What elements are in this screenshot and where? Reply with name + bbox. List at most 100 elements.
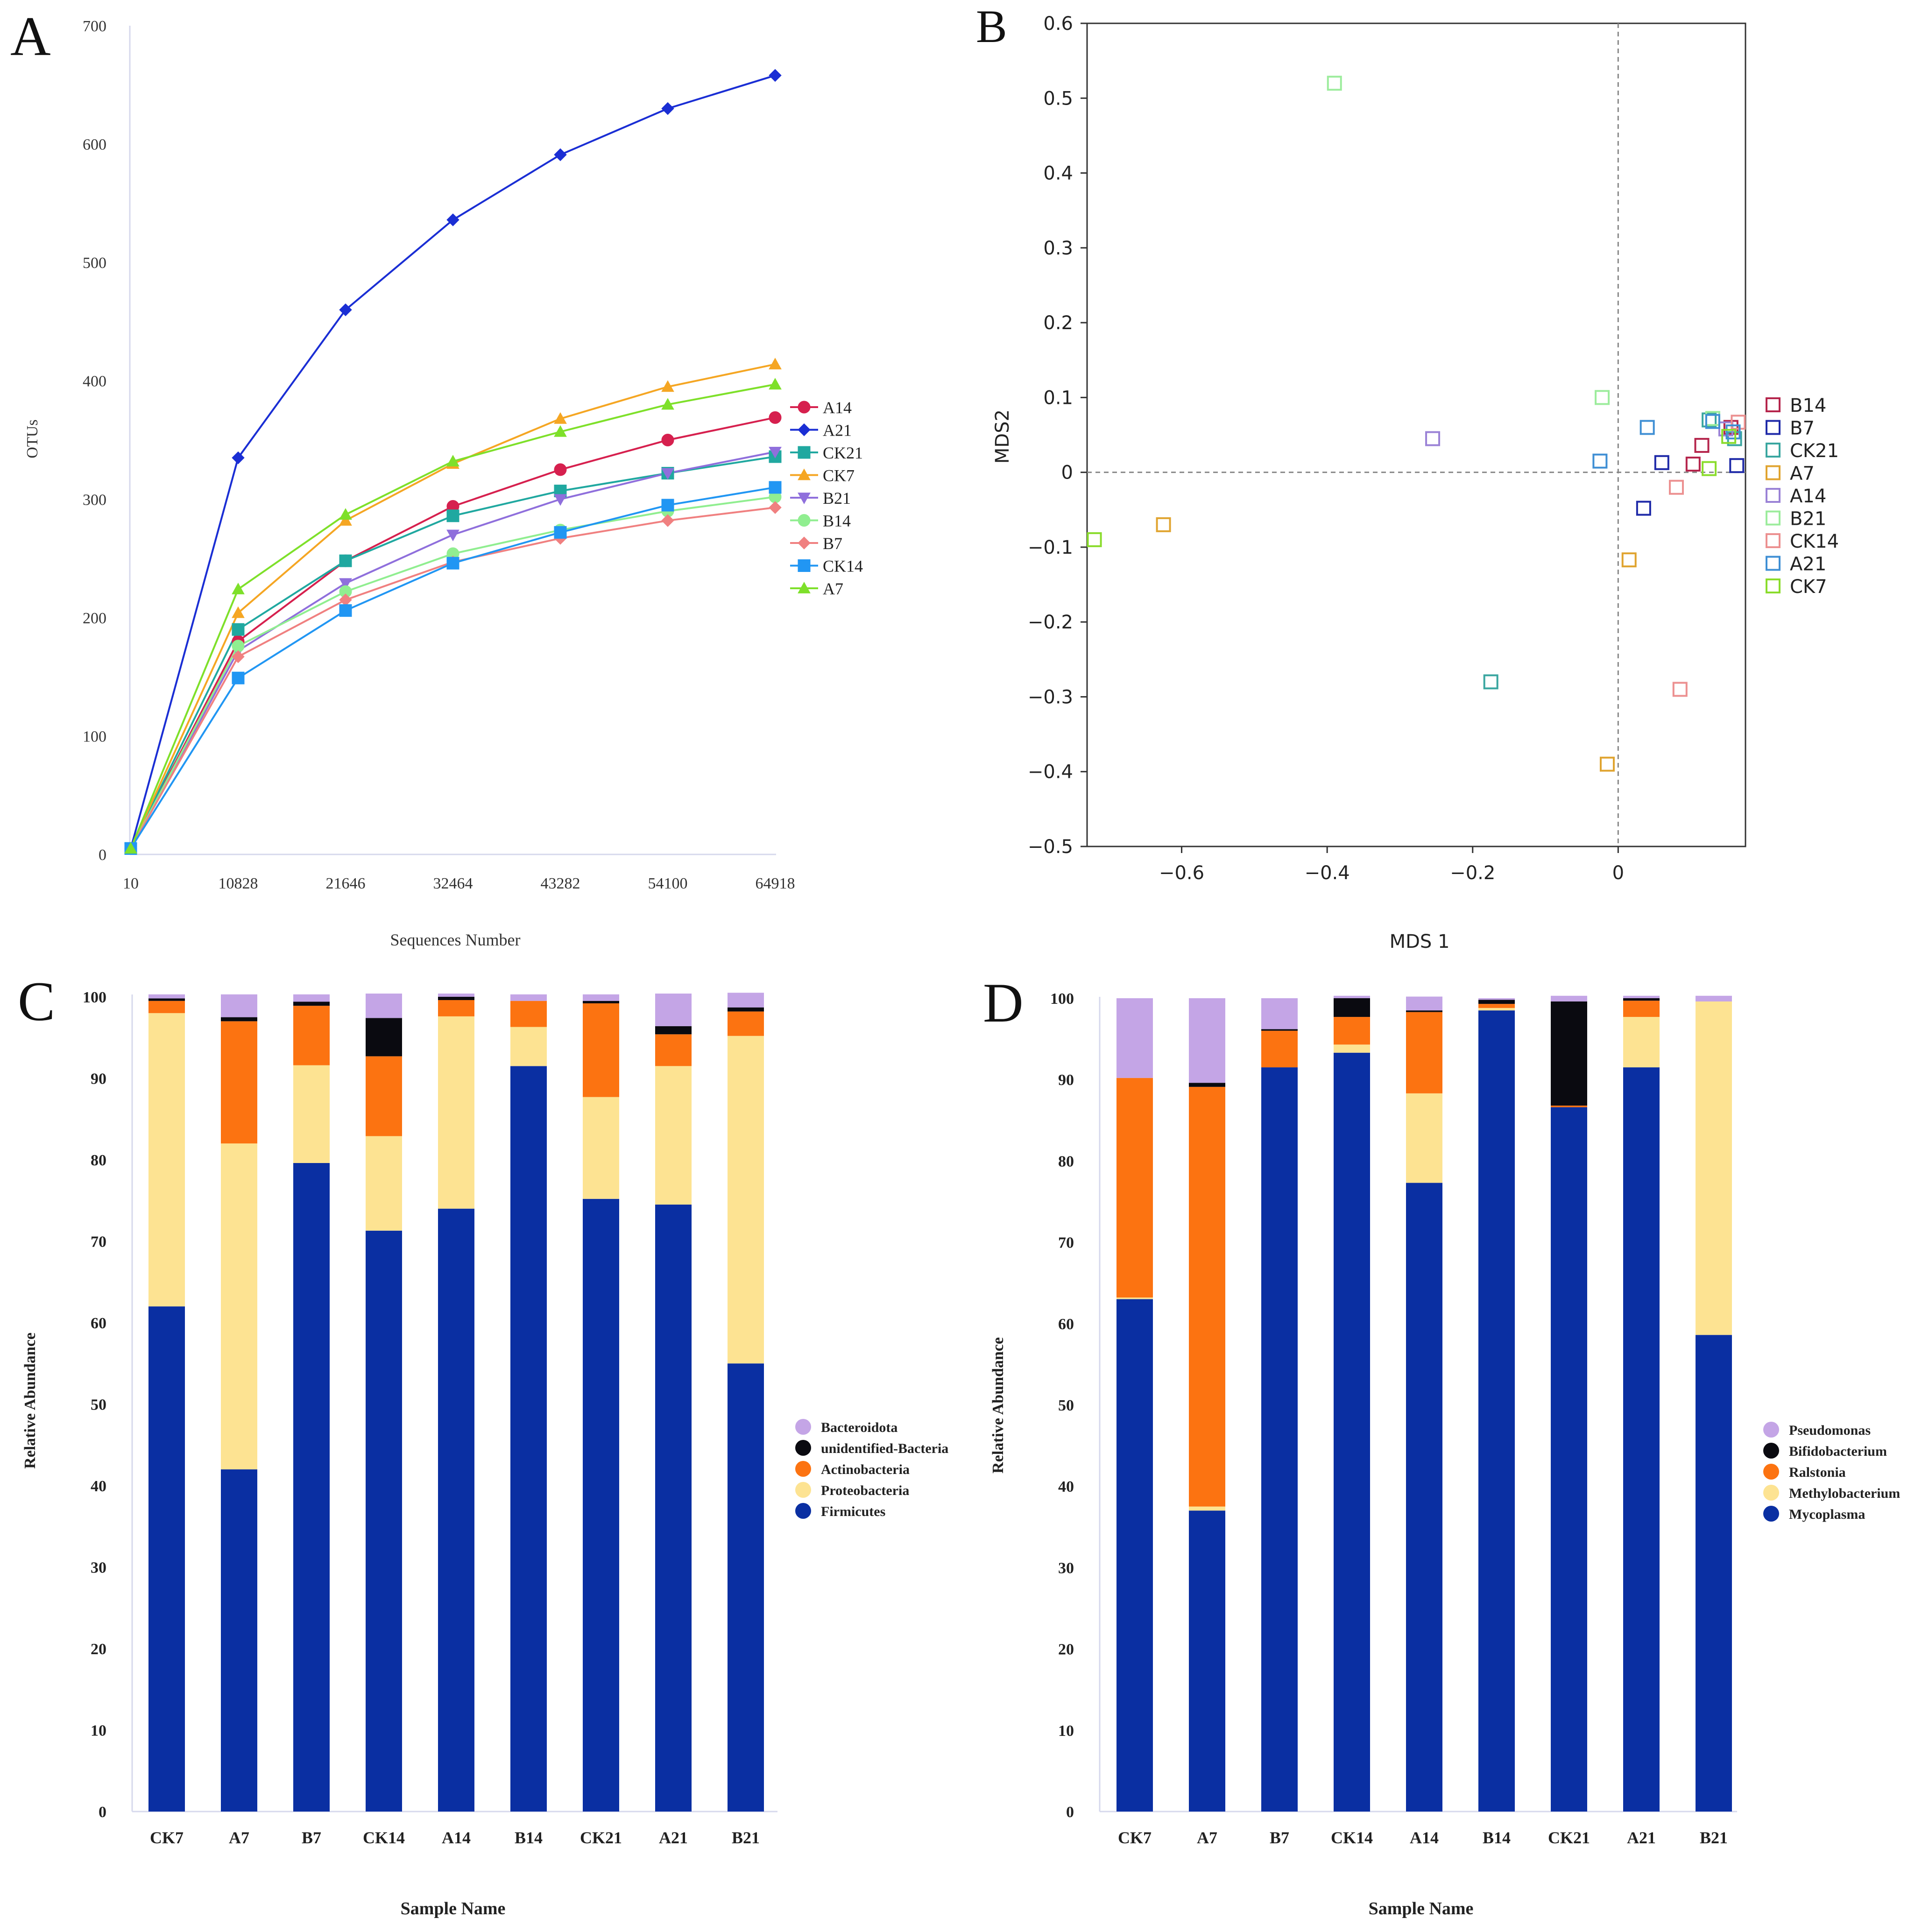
panel-b-y-tick-label: −0.5 bbox=[1028, 836, 1073, 858]
bar-segment-a21-unidentified-bacteria bbox=[655, 1026, 692, 1035]
bar-segment-a7-pseudomonas bbox=[1189, 998, 1225, 1083]
bar-segment-a7-actinobacteria bbox=[221, 1021, 257, 1144]
legend-marker-ralstonia bbox=[1763, 1464, 1779, 1480]
bar-segment-ck21-unidentified-bacteria bbox=[583, 1001, 619, 1003]
legend-label-methylobacterium: Methylobacterium bbox=[1789, 1486, 1900, 1501]
panel-a-x-tick-label: 64918 bbox=[756, 875, 795, 892]
panel-d-x-tick-label: CK14 bbox=[1331, 1828, 1373, 1847]
scatter-point-ck7 bbox=[1087, 532, 1102, 547]
legend-label-ralstonia: Ralstonia bbox=[1789, 1465, 1846, 1480]
bar-segment-b14-methylobacterium bbox=[1478, 1008, 1515, 1011]
panel-d-y-tick-label: 40 bbox=[1058, 1478, 1074, 1495]
legend-marker-a14 bbox=[1766, 488, 1781, 503]
legend-marker-b14 bbox=[1766, 397, 1781, 412]
bar-segment-ck7-methylobacterium bbox=[1116, 1297, 1153, 1299]
bar-segment-ck7-firmicutes bbox=[148, 1306, 185, 1812]
bar-segment-b14-firmicutes bbox=[510, 1066, 547, 1812]
legend-marker-methylobacterium bbox=[1763, 1485, 1779, 1501]
legend-label-a7: A7 bbox=[1790, 463, 1815, 485]
bar-segment-b21-pseudomonas bbox=[1696, 995, 1732, 1001]
bar-segment-ck14-ralstonia bbox=[1334, 1017, 1370, 1045]
panel-a-y-tick-label: 0 bbox=[99, 846, 106, 864]
panel-label-a: A bbox=[10, 5, 51, 67]
panel-d-y-tick-label: 90 bbox=[1058, 1072, 1074, 1089]
panel-c-y-tick-label: 60 bbox=[91, 1315, 106, 1332]
panel-a-x-tick-label: 21646 bbox=[326, 875, 366, 892]
scatter-point-ck14 bbox=[1668, 479, 1684, 495]
panel-b-y-tick-label: 0.2 bbox=[1043, 312, 1073, 334]
series-point-ck14 bbox=[339, 604, 352, 617]
series-point-a7 bbox=[232, 582, 245, 594]
bar-segment-b7-bacteroidota bbox=[293, 994, 330, 1002]
bar-segment-ck14-actinobacteria bbox=[366, 1056, 402, 1136]
panel-a-rarefaction-chart: 0 100 200 300 400 500 600 700 10 10828 21646 32464… bbox=[24, 18, 863, 949]
bar-segment-ck7-ralstonia bbox=[1116, 1078, 1153, 1298]
panel-c-x-tick-label: A21 bbox=[659, 1828, 688, 1847]
bar-segment-ck21-actinobacteria bbox=[583, 1003, 619, 1097]
bar-segment-ck7-mycoplasma bbox=[1116, 1299, 1153, 1812]
scatter-point-a21 bbox=[1592, 453, 1608, 469]
panel-c-y-tick-label: 0 bbox=[99, 1804, 106, 1821]
series-point-ck7 bbox=[554, 412, 567, 424]
series-point-ck21 bbox=[232, 623, 245, 636]
legend-label-proteobacteria: Proteobacteria bbox=[821, 1483, 909, 1498]
panel-d-y-tick-label: 80 bbox=[1058, 1153, 1074, 1170]
bar-segment-ck14-firmicutes bbox=[366, 1230, 402, 1812]
legend-label-b21: B21 bbox=[823, 489, 851, 508]
panel-d-x-axis-title: Sample Name bbox=[1369, 1899, 1474, 1918]
bar-segment-a21-methylobacterium bbox=[1623, 1017, 1660, 1068]
bar-segment-a21-proteobacteria bbox=[655, 1066, 692, 1205]
scatter-point-a21 bbox=[1705, 414, 1720, 429]
bar-segment-ck14-methylobacterium bbox=[1334, 1044, 1370, 1053]
panel-a-y-tick-label: 100 bbox=[83, 728, 106, 745]
series-point-b21 bbox=[554, 494, 567, 506]
panel-b-y-tick-label: −0.4 bbox=[1028, 762, 1073, 783]
legend-marker-ck7 bbox=[1766, 578, 1781, 593]
panel-d-y-tick-label: 100 bbox=[1050, 990, 1074, 1008]
panel-c-x-tick-label: B7 bbox=[302, 1828, 321, 1847]
series-point-b7 bbox=[769, 501, 782, 514]
legend-marker-proteobacteria bbox=[795, 1482, 811, 1498]
bar-segment-b7-bifidobacterium bbox=[1261, 1029, 1298, 1031]
bar-segment-a7-bacteroidota bbox=[221, 994, 257, 1017]
panel-b-plot-frame bbox=[1086, 22, 1746, 847]
series-point-ck21 bbox=[339, 554, 352, 567]
bar-segment-a21-firmicutes bbox=[655, 1204, 692, 1812]
bar-segment-b21-actinobacteria bbox=[728, 1011, 764, 1036]
legend-marker-b21 bbox=[1766, 510, 1781, 526]
panel-d-y-axis-title: Relative Abundance bbox=[989, 1337, 1007, 1474]
bar-segment-a14-actinobacteria bbox=[438, 1000, 474, 1016]
series-point-ck7 bbox=[661, 380, 674, 392]
scatter-point-a21 bbox=[1639, 420, 1655, 435]
panel-d-x-tick-label: A14 bbox=[1410, 1828, 1439, 1847]
legend-label-ck21: CK21 bbox=[823, 444, 863, 462]
scatter-point-ck7 bbox=[1702, 461, 1717, 476]
bar-segment-b14-bifidobacterium bbox=[1478, 1000, 1515, 1004]
bar-segment-a14-mycoplasma bbox=[1406, 1183, 1442, 1812]
bar-segment-ck21-bifidobacterium bbox=[1551, 1001, 1587, 1106]
legend-label-b21: B21 bbox=[1790, 508, 1826, 530]
series-point-a7 bbox=[339, 508, 352, 520]
panel-a-y-tick-label: 200 bbox=[83, 610, 106, 627]
panel-b-y-tick-label: −0.1 bbox=[1028, 537, 1073, 558]
series-point-a21 bbox=[339, 303, 352, 317]
bar-segment-a14-ralstonia bbox=[1406, 1012, 1442, 1093]
scatter-point-ck21 bbox=[1702, 412, 1717, 428]
bar-segment-b14-mycoplasma bbox=[1478, 1010, 1515, 1812]
legend-label-mycoplasma: Mycoplasma bbox=[1789, 1507, 1865, 1522]
panel-b-y-tick-label: 0.3 bbox=[1043, 238, 1073, 259]
panel-c-x-tick-label: A14 bbox=[442, 1828, 471, 1847]
legend-marker-a21 bbox=[798, 423, 811, 437]
series-point-a7 bbox=[769, 378, 782, 390]
legend-marker-a7 bbox=[1766, 465, 1781, 480]
panel-c-y-tick-label: 20 bbox=[91, 1641, 106, 1658]
series-point-b7 bbox=[232, 650, 245, 663]
series-point-ck14 bbox=[446, 557, 459, 570]
legend-label-ck14: CK14 bbox=[1790, 531, 1839, 552]
bar-segment-b14-bacteroidota bbox=[510, 994, 547, 1001]
panel-d-y-tick-label: 0 bbox=[1066, 1804, 1074, 1821]
scatter-point-b14 bbox=[1685, 457, 1701, 472]
series-point-a7 bbox=[446, 455, 459, 467]
bar-segment-b7-unidentified-bacteria bbox=[293, 1001, 330, 1006]
bar-segment-ck21-proteobacteria bbox=[583, 1097, 619, 1199]
